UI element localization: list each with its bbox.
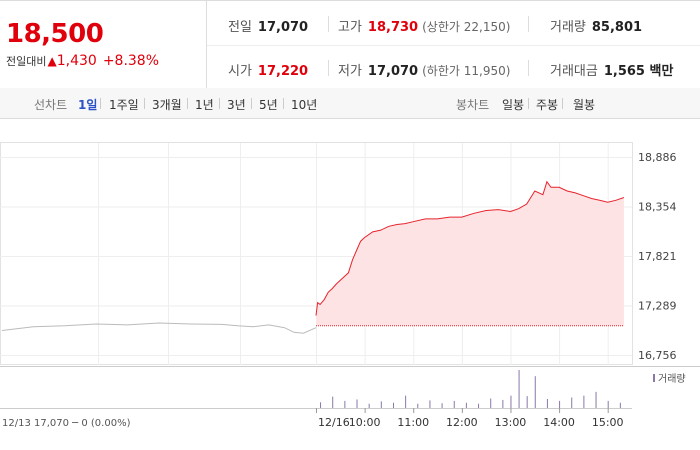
volume-bar xyxy=(619,402,621,408)
tab-5y[interactable]: 5년 xyxy=(259,98,278,112)
y-tick-label: 18,354 xyxy=(638,200,677,213)
y-tick-label: 17,289 xyxy=(638,299,677,312)
tab-1y[interactable]: 1년 xyxy=(195,98,214,112)
candle-chart-label: 봉차트 xyxy=(456,98,490,112)
volume-bar xyxy=(417,403,419,408)
volume-bar xyxy=(583,395,585,408)
tab-monthly-candle[interactable]: 월봉 xyxy=(573,98,596,112)
change-label: 전일대비 xyxy=(6,55,47,68)
x-tick-label: 14:00 xyxy=(543,416,575,429)
volume-bar xyxy=(526,396,528,408)
day-high: 고가 18,730 (상한가 22,150) xyxy=(338,20,511,35)
tab-1w[interactable]: 1주일 xyxy=(109,98,139,112)
volume-bar xyxy=(571,397,573,408)
trading-amount: 거래대금 1,565 백만 xyxy=(550,64,674,79)
day-low: 저가 17,070 (하한가 11,950) xyxy=(338,64,511,79)
volume-bar xyxy=(510,395,512,408)
chart-period-bar: 선차트 1일 1주일 3개월 1년 3년 5년 10년 봉차트 일봉 주봉 월봉 xyxy=(0,88,700,119)
change-value: 1,430 xyxy=(56,53,97,69)
current-price: 18,500 xyxy=(6,19,104,49)
tab-10y[interactable]: 10년 xyxy=(291,98,318,112)
x-tick-label: 12/16 xyxy=(318,416,350,429)
volume-legend-label: 거래량 xyxy=(658,373,686,385)
volume-bar xyxy=(465,402,467,408)
prev-day-line xyxy=(1,322,317,334)
prev-close: 전일 17,070 xyxy=(228,20,309,35)
volume-bar xyxy=(518,370,520,408)
line-chart-label: 선차트 xyxy=(34,98,68,112)
volume-bar xyxy=(392,402,394,408)
volume-bar xyxy=(405,395,407,408)
volume-bar xyxy=(595,391,597,408)
prev-day-summary: 12/13 17,070 ─ 0 (0.00%) xyxy=(2,418,131,429)
volume-bar xyxy=(607,400,609,408)
volume-bar xyxy=(380,401,382,408)
change-percent: +8.38% xyxy=(102,53,160,69)
x-tick-label: 11:00 xyxy=(397,416,429,429)
volume-bar xyxy=(356,399,358,408)
volume-bar xyxy=(320,402,322,408)
volume-bar xyxy=(559,400,561,408)
intraday-area xyxy=(316,181,624,326)
x-tick-label: 10:00 xyxy=(349,416,381,429)
tab-3y[interactable]: 3년 xyxy=(227,98,246,112)
tab-daily-candle[interactable]: 일봉 xyxy=(502,98,525,112)
volume-bar xyxy=(490,398,492,408)
y-tick-label: 16,756 xyxy=(638,349,677,362)
price-change: 전일대비▲1,430 +8.38% xyxy=(6,53,159,69)
volume-bar xyxy=(332,396,334,408)
volume-bar xyxy=(534,376,536,408)
open-price: 시가 17,220 xyxy=(228,64,309,79)
volume-stat: 거래량 85,801 xyxy=(550,20,643,35)
tab-1d[interactable]: 1일 xyxy=(78,98,98,112)
volume-bar xyxy=(453,400,455,408)
volume-bar xyxy=(429,400,431,408)
x-tick-label: 12:00 xyxy=(446,416,478,429)
volume-bar xyxy=(546,398,548,408)
price-box: 18,500 전일대비▲1,430 +8.38% xyxy=(0,1,207,89)
intraday-line xyxy=(315,180,625,316)
quote-summary: 18,500 전일대비▲1,430 +8.38% 전일 17,070 고가 18,73… xyxy=(0,0,700,90)
volume-bar xyxy=(478,403,480,408)
volume-legend-swatch xyxy=(653,374,655,382)
volume-bar xyxy=(441,403,443,408)
up-arrow-icon: ▲ xyxy=(47,54,57,68)
volume-bar xyxy=(368,403,370,408)
x-tick-label: 13:00 xyxy=(495,416,527,429)
y-tick-label: 17,821 xyxy=(638,250,677,263)
volume-bar xyxy=(344,400,346,408)
tab-weekly-candle[interactable]: 주봉 xyxy=(536,98,559,112)
tab-3m[interactable]: 3개월 xyxy=(152,98,182,112)
x-tick-label: 15:00 xyxy=(592,416,624,429)
volume-bar xyxy=(502,399,504,408)
y-tick-label: 18,886 xyxy=(638,151,677,164)
